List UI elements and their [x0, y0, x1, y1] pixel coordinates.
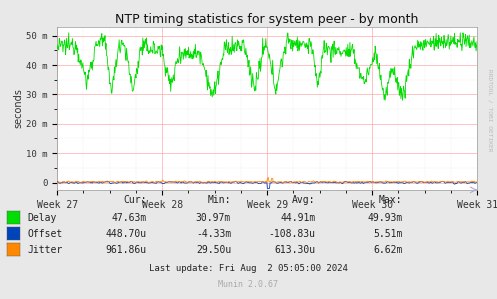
Text: 448.70u: 448.70u	[105, 229, 147, 239]
Text: Munin 2.0.67: Munin 2.0.67	[219, 280, 278, 289]
Text: Offset: Offset	[27, 229, 63, 239]
Text: Jitter: Jitter	[27, 245, 63, 255]
Title: NTP timing statistics for system peer - by month: NTP timing statistics for system peer - …	[115, 13, 419, 26]
Text: Delay: Delay	[27, 213, 57, 223]
Text: 30.97m: 30.97m	[196, 213, 231, 223]
Text: Avg:: Avg:	[292, 195, 316, 205]
Text: 5.51m: 5.51m	[373, 229, 403, 239]
Text: -4.33m: -4.33m	[196, 229, 231, 239]
Text: Min:: Min:	[208, 195, 231, 205]
Text: 29.50u: 29.50u	[196, 245, 231, 255]
Text: 961.86u: 961.86u	[105, 245, 147, 255]
Text: 47.63m: 47.63m	[111, 213, 147, 223]
Text: 6.62m: 6.62m	[373, 245, 403, 255]
Text: Last update: Fri Aug  2 05:05:00 2024: Last update: Fri Aug 2 05:05:00 2024	[149, 265, 348, 274]
Text: Max:: Max:	[379, 195, 403, 205]
Text: -108.83u: -108.83u	[268, 229, 316, 239]
Text: Cur:: Cur:	[123, 195, 147, 205]
Text: 613.30u: 613.30u	[274, 245, 316, 255]
Text: 44.91m: 44.91m	[280, 213, 316, 223]
Y-axis label: seconds: seconds	[13, 89, 23, 128]
Text: RRDTOOL / TOBI OETIKER: RRDTOOL / TOBI OETIKER	[487, 69, 492, 152]
Text: 49.93m: 49.93m	[367, 213, 403, 223]
